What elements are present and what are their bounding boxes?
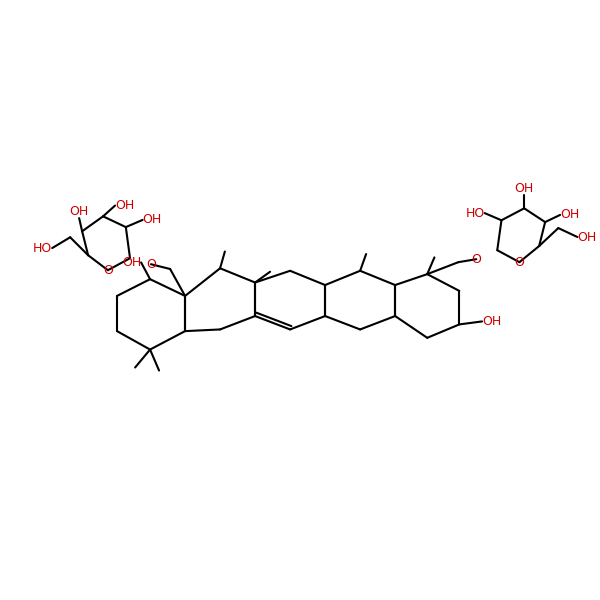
Text: OH: OH [577,230,597,244]
Text: HO: HO [33,242,52,254]
Text: O: O [472,253,481,266]
Text: O: O [146,258,156,271]
Text: O: O [103,263,113,277]
Text: OH: OH [143,214,162,226]
Text: OH: OH [560,208,580,221]
Text: OH: OH [115,199,134,212]
Text: OH: OH [515,182,534,195]
Text: O: O [514,256,524,269]
Text: OH: OH [482,315,502,328]
Text: OH: OH [122,256,141,269]
Text: HO: HO [466,206,485,220]
Text: OH: OH [70,205,89,218]
